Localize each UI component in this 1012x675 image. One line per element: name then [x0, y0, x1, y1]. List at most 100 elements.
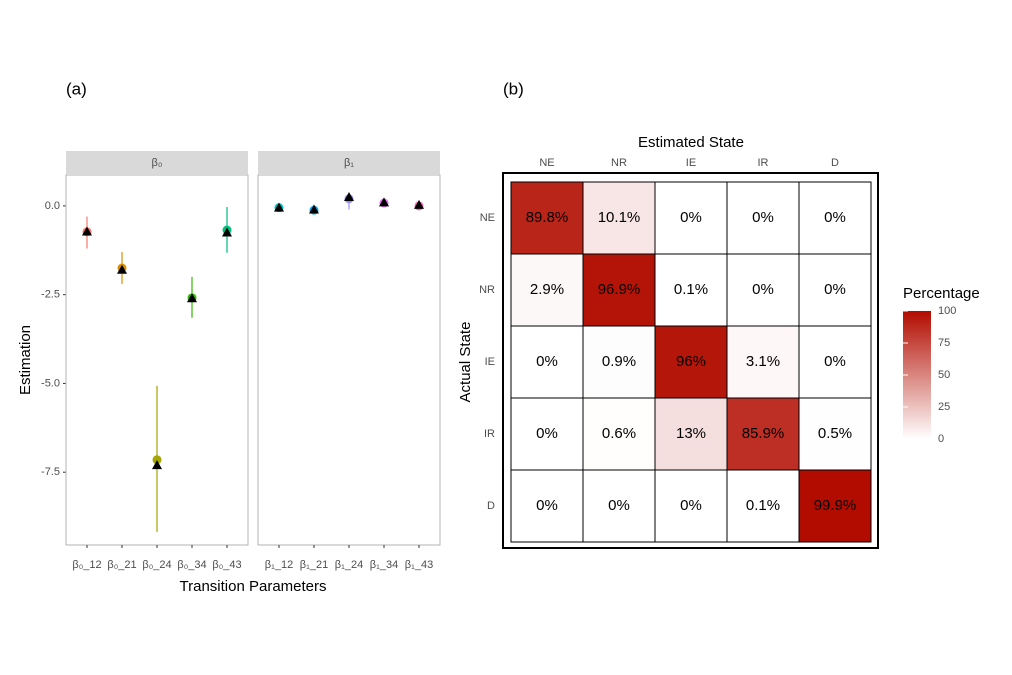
- true-value: [379, 197, 389, 207]
- heatmap-cell: [582, 181, 656, 255]
- y-tick-label: IR: [484, 428, 495, 440]
- y-tick-label: NE: [480, 212, 495, 224]
- cell-label: 89.8%: [526, 209, 569, 226]
- cell-label: 0%: [536, 425, 558, 442]
- heatmap-border: [502, 172, 879, 549]
- heatmap-cell: [726, 325, 800, 399]
- heatmap-cell: [654, 325, 728, 399]
- cell-label: 0%: [536, 353, 558, 370]
- heatmap-cell: [726, 469, 800, 543]
- x-tick-label: β₀_12: [72, 559, 101, 571]
- heatmap-cell: [582, 469, 656, 543]
- x-axis-title: Transition Parameters: [180, 578, 327, 595]
- y-tick-label: -7.5: [41, 466, 60, 478]
- heatmap-cell: [798, 181, 872, 255]
- heatmap-cell: [510, 253, 584, 327]
- heatmap-cell: [582, 253, 656, 327]
- y-axis-title: Estimation: [17, 325, 34, 395]
- cell-label: 0.9%: [602, 353, 636, 370]
- x-tick-label: β₀_43: [212, 559, 241, 571]
- true-value: [152, 460, 162, 470]
- strip-label: β₁: [344, 157, 354, 169]
- panel-label: (b): [503, 79, 524, 98]
- heatmap-cell: [582, 397, 656, 471]
- cell-label: 13%: [676, 425, 706, 442]
- y-tick-label: D: [487, 500, 495, 512]
- heatmap-cell: [798, 325, 872, 399]
- heatmap-cell: [798, 397, 872, 471]
- cell-label: 0%: [824, 281, 846, 298]
- cell-label: 85.9%: [742, 425, 785, 442]
- x-tick-label: NE: [539, 157, 554, 169]
- x-tick-label: β₀_24: [142, 559, 171, 571]
- true-value: [414, 199, 424, 209]
- heatmap-cell: [510, 469, 584, 543]
- cell-label: 0%: [752, 281, 774, 298]
- cell-label: 0.6%: [602, 425, 636, 442]
- true-value: [117, 264, 127, 274]
- x-tick-label: NR: [611, 157, 627, 169]
- true-value: [187, 293, 197, 303]
- heatmap-cell: [726, 181, 800, 255]
- y-axis-title: Actual State: [457, 322, 474, 403]
- y-tick-label: -2.5: [41, 289, 60, 301]
- x-tick-label: D: [831, 157, 839, 169]
- colorbar-tick-label: 50: [938, 369, 950, 381]
- true-value: [344, 192, 354, 202]
- colorbar-tick-label: 75: [938, 337, 950, 349]
- colorbar-tick-label: 25: [938, 401, 950, 413]
- x-tick-label: β₀_34: [177, 559, 206, 571]
- heatmap-cell: [798, 253, 872, 327]
- cell-label: 2.9%: [530, 281, 564, 298]
- y-tick-label: IE: [485, 356, 495, 368]
- x-tick-label: β₁_34: [370, 559, 398, 571]
- true-value: [309, 204, 319, 214]
- y-tick-label: -5.0: [41, 377, 60, 389]
- x-tick-label: β₀_21: [107, 559, 136, 571]
- heatmap-cell: [654, 469, 728, 543]
- true-value: [222, 227, 232, 237]
- cell-label: 0%: [824, 209, 846, 226]
- x-tick-label: IR: [758, 157, 769, 169]
- colorbar-tick-label: 100: [938, 305, 956, 317]
- cell-label: 10.1%: [598, 209, 641, 226]
- cell-label: 96%: [676, 353, 706, 370]
- true-value: [82, 226, 92, 236]
- x-tick-label: β₁_24: [335, 559, 363, 571]
- cell-label: 0.5%: [818, 425, 852, 442]
- x-axis-title: Estimated State: [638, 134, 744, 151]
- colorbar-tick-label: 0: [938, 433, 944, 445]
- cell-label: 0%: [680, 209, 702, 226]
- strip: [66, 151, 248, 174]
- cell-label: 0.1%: [674, 281, 708, 298]
- cell-label: 0%: [536, 497, 558, 514]
- heatmap-cell: [582, 325, 656, 399]
- x-tick-label: β₁_43: [405, 559, 433, 571]
- legend-title: Percentage: [903, 285, 980, 302]
- heatmap-cell: [510, 397, 584, 471]
- y-tick-label: 0.0: [45, 200, 60, 212]
- cell-label: 0%: [752, 209, 774, 226]
- strip-label: β₀: [152, 157, 163, 169]
- cell-label: 3.1%: [746, 353, 780, 370]
- cell-label: 0%: [824, 353, 846, 370]
- heatmap-cell: [726, 397, 800, 471]
- y-tick-label: NR: [479, 284, 495, 296]
- cell-label: 0%: [608, 497, 630, 514]
- true-value: [274, 202, 284, 212]
- heatmap-cell: [798, 469, 872, 543]
- x-tick-label: IE: [686, 157, 696, 169]
- panel-label: (a): [66, 79, 87, 98]
- panel: [257, 174, 441, 546]
- strip: [258, 151, 440, 174]
- cell-label: 96.9%: [598, 281, 641, 298]
- heatmap-cell: [654, 253, 728, 327]
- x-tick-label: β₁_21: [300, 559, 328, 571]
- heatmap-cell: [510, 325, 584, 399]
- cell-label: 99.9%: [814, 497, 857, 514]
- cell-label: 0%: [680, 497, 702, 514]
- heatmap-cell: [654, 181, 728, 255]
- x-tick-label: β₁_12: [265, 559, 293, 571]
- estimate-point: [152, 455, 162, 465]
